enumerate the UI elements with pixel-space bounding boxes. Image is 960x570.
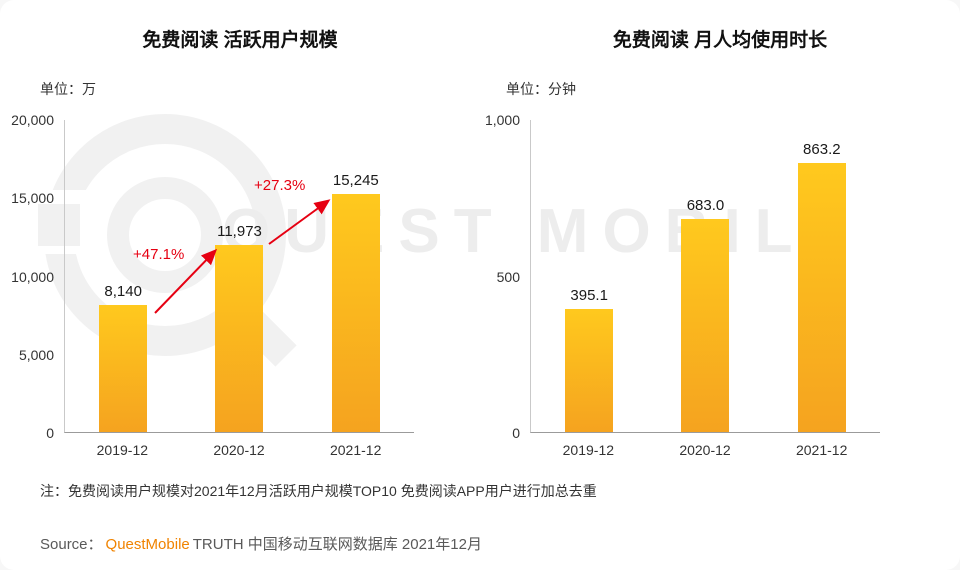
bar	[99, 305, 148, 432]
source-rest: TRUTH 中国移动互联网数据库 2021年12月	[192, 536, 482, 553]
plot-area: 8,140 11,973 15,245	[64, 120, 414, 433]
bar-column: 11,973	[181, 120, 297, 432]
x-tick-label: 2020-12	[213, 442, 265, 458]
bar	[681, 218, 730, 432]
bar-value-label: 683.0	[686, 196, 725, 214]
bar	[331, 194, 380, 432]
bar-value-label: 863.2	[803, 140, 841, 158]
plot-area: 395.1 683.0 863.2	[530, 120, 880, 433]
source-line: Source： QuestMobile TRUTH 中国移动互联网数据库 2021年…	[40, 533, 482, 554]
bar-column: 15,245	[298, 120, 414, 432]
x-axis: 2019-12 2020-12 2021-12	[64, 433, 414, 458]
y-axis: 20,000 15,000 10,000 5,000 0	[0, 112, 64, 441]
x-tick-label: 2019-12	[562, 442, 615, 458]
bar-column: 8,140	[65, 120, 181, 432]
unit-label: 单位：万	[40, 81, 96, 97]
bar-value-label: 11,973	[217, 223, 262, 241]
y-tick-label: 10,000	[11, 268, 54, 285]
bar-value-label: 395.1	[570, 286, 608, 304]
y-tick-label: 5,000	[18, 346, 54, 363]
x-axis: 2019-12 2020-12 2021-12	[530, 433, 880, 458]
x-tick-label: 2021-12	[329, 442, 382, 458]
bar-column: 683.0	[647, 120, 763, 432]
y-tick-label: 1,000	[484, 112, 520, 128]
bar-column: 395.1	[531, 120, 647, 432]
chart-monthly-usage-time: 免费阅读 月人均使用时长 单位：分钟 1,000 500 0 395.1 683…	[480, 0, 960, 458]
bar	[215, 245, 264, 432]
x-tick-label: 2020-12	[679, 442, 731, 458]
x-tick-label: 2019-12	[96, 442, 149, 458]
bar-value-label: 8,140	[104, 283, 142, 301]
footnote: 注：免费阅读用户规模对2021年12月活跃用户规模TOP10 免费阅读APP用户…	[40, 483, 597, 499]
y-tick-label: 0	[512, 425, 520, 441]
y-tick-label: 500	[496, 268, 520, 285]
y-tick-label: 20,000	[11, 112, 54, 128]
y-axis: 1,000 500 0	[480, 112, 530, 441]
growth-annotation: +47.1%	[133, 246, 185, 263]
unit-label: 单位：分钟	[506, 81, 576, 97]
y-tick-label: 0	[46, 425, 54, 441]
y-tick-label: 15,000	[11, 190, 54, 207]
bar	[797, 162, 846, 432]
bar-column: 863.2	[764, 120, 880, 432]
chart-title: 免费阅读 活跃用户规模	[142, 30, 338, 51]
chart-title: 免费阅读 月人均使用时长	[612, 30, 828, 51]
growth-annotation: +27.3%	[254, 177, 306, 194]
source-brand: QuestMobile	[105, 536, 190, 553]
source-label: Source：	[40, 536, 103, 553]
bar	[565, 308, 614, 432]
chart-active-user-scale: 免费阅读 活跃用户规模 单位：万 20,000 15,000 10,000 5,…	[0, 0, 480, 458]
bar-value-label: 15,245	[332, 172, 379, 190]
x-tick-label: 2021-12	[795, 442, 848, 458]
